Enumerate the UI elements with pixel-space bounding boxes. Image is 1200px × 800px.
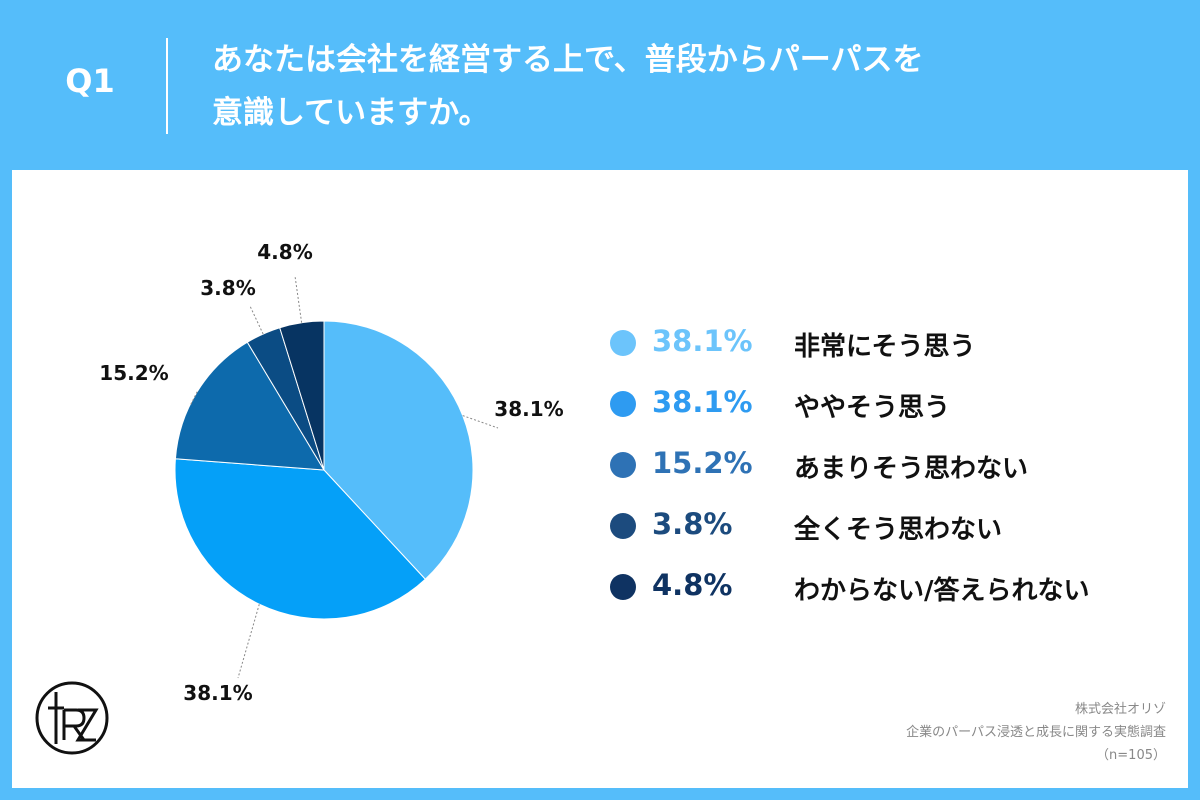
legend-label: わからない/答えられない bbox=[794, 576, 1090, 606]
slice-value-label: 4.8% bbox=[257, 240, 312, 264]
pie-slice bbox=[174, 341, 325, 471]
legend-percent: 4.8% bbox=[652, 568, 733, 602]
header-divider bbox=[166, 38, 168, 134]
leader-line bbox=[462, 415, 499, 429]
legend-dot bbox=[610, 330, 636, 356]
legend-dot bbox=[610, 574, 636, 600]
legend-label: あまりそう思わない bbox=[794, 454, 1029, 484]
pie-leader-lines bbox=[189, 275, 499, 679]
legend-item: 3.8% 全くそう思わない bbox=[610, 503, 1170, 549]
leader-line bbox=[249, 305, 264, 335]
pie-slice bbox=[279, 320, 325, 471]
question-header: Q1 あなたは会社を経営する上で、普段からパーパスを 意識していますか。 bbox=[0, 0, 1200, 170]
orizo-logo-icon bbox=[35, 681, 109, 755]
legend-percent: 38.1% bbox=[652, 385, 753, 419]
leader-line bbox=[237, 604, 260, 679]
question-number: Q1 bbox=[65, 62, 115, 100]
legend-label: ややそう思う bbox=[794, 393, 951, 423]
legend-label: 全くそう思わない bbox=[794, 515, 1003, 545]
legend-dot bbox=[610, 452, 636, 478]
pie-chart: 38.1% 38.1% 15.2% 3.8%4.8% bbox=[99, 240, 563, 705]
source-survey: 企業のパーパス浸透と成長に関する実態調査 bbox=[906, 725, 1166, 740]
source-company: 株式会社オリゾ bbox=[1074, 702, 1166, 717]
legend-dot bbox=[610, 391, 636, 417]
legend-dot bbox=[610, 513, 636, 539]
source-sample: （n=105） bbox=[1096, 748, 1166, 763]
pie-labels: 38.1% 38.1% 15.2% 3.8%4.8% bbox=[99, 240, 563, 705]
slice-value-label: 38.1% bbox=[494, 397, 563, 421]
legend-item: 4.8% わからない/答えられない bbox=[610, 564, 1170, 610]
pie-slice bbox=[323, 320, 474, 580]
question-line-1: あなたは会社を経営する上で、普段からパーパスを bbox=[212, 42, 924, 78]
slice-value-label: 15.2% bbox=[99, 361, 168, 385]
legend-item: 15.2% あまりそう思わない bbox=[610, 442, 1170, 488]
legend-item: 38.1% 非常にそう思う bbox=[610, 320, 1170, 366]
chart-panel: 38.1% 38.1% 15.2% 3.8% 4.8% 38.1% 非常にそう思う 38… bbox=[12, 170, 1188, 788]
source-note: 株式会社オリゾ 企業のパーパス浸透と成長に関する実態調査 （n=105） bbox=[906, 698, 1166, 767]
legend-label: 非常にそう思う bbox=[794, 332, 976, 362]
legend: 38.1% 非常にそう思う 38.1% ややそう思う 15.2% あまりそう思わ… bbox=[610, 320, 1170, 625]
slice-value-label: 38.1% bbox=[183, 681, 252, 705]
legend-percent: 15.2% bbox=[652, 446, 753, 480]
question-line-2: 意識していますか。 bbox=[212, 95, 490, 131]
legend-item: 38.1% ややそう思う bbox=[610, 381, 1170, 427]
legend-percent: 38.1% bbox=[652, 324, 753, 358]
leader-line bbox=[189, 391, 198, 407]
slice-value-label: 3.8% bbox=[200, 276, 255, 300]
question-text: あなたは会社を経営する上で、普段からパーパスを 意識していますか。 bbox=[212, 34, 1112, 140]
legend-percent: 3.8% bbox=[652, 507, 733, 541]
pie-slices bbox=[174, 320, 474, 620]
leader-line bbox=[294, 275, 303, 323]
